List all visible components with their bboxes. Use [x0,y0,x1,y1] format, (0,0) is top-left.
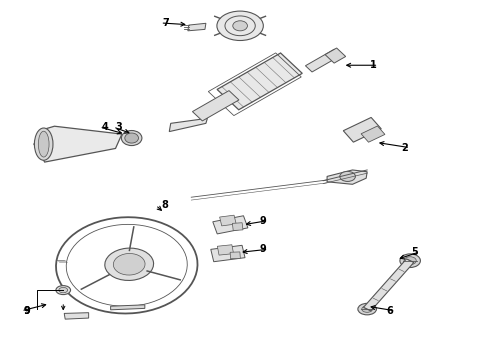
Text: 9: 9 [23,306,30,316]
Text: 9: 9 [23,306,30,316]
Ellipse shape [404,257,416,265]
Polygon shape [220,215,236,226]
Text: 7: 7 [163,18,169,28]
Polygon shape [193,91,239,121]
Polygon shape [188,23,206,31]
Polygon shape [111,305,145,310]
Text: 5: 5 [411,247,418,257]
Text: 3: 3 [115,122,122,132]
Ellipse shape [56,285,71,294]
Polygon shape [364,259,414,311]
Ellipse shape [340,171,355,181]
Polygon shape [325,48,345,63]
Ellipse shape [59,287,68,293]
Text: 8: 8 [161,200,168,210]
Ellipse shape [34,128,53,160]
Polygon shape [64,313,89,319]
Polygon shape [34,126,122,162]
Polygon shape [218,245,234,255]
Text: 9: 9 [260,216,267,225]
Text: 9: 9 [260,244,267,254]
Ellipse shape [400,254,420,267]
Polygon shape [343,117,381,142]
Ellipse shape [217,11,263,41]
Ellipse shape [362,306,372,312]
Polygon shape [169,118,207,132]
Ellipse shape [105,248,153,280]
Text: 1: 1 [369,60,376,70]
Polygon shape [361,126,385,142]
Ellipse shape [113,253,145,275]
Ellipse shape [358,303,376,315]
Text: 6: 6 [387,306,393,316]
Polygon shape [305,49,341,72]
Polygon shape [327,170,367,184]
Polygon shape [213,216,248,234]
Polygon shape [217,53,302,110]
Polygon shape [230,252,240,259]
Ellipse shape [125,133,139,143]
Polygon shape [211,245,245,262]
Text: 4: 4 [101,122,108,132]
Ellipse shape [38,131,49,157]
Polygon shape [232,223,243,230]
Ellipse shape [233,21,247,31]
Ellipse shape [122,131,142,145]
Text: 2: 2 [401,143,408,153]
